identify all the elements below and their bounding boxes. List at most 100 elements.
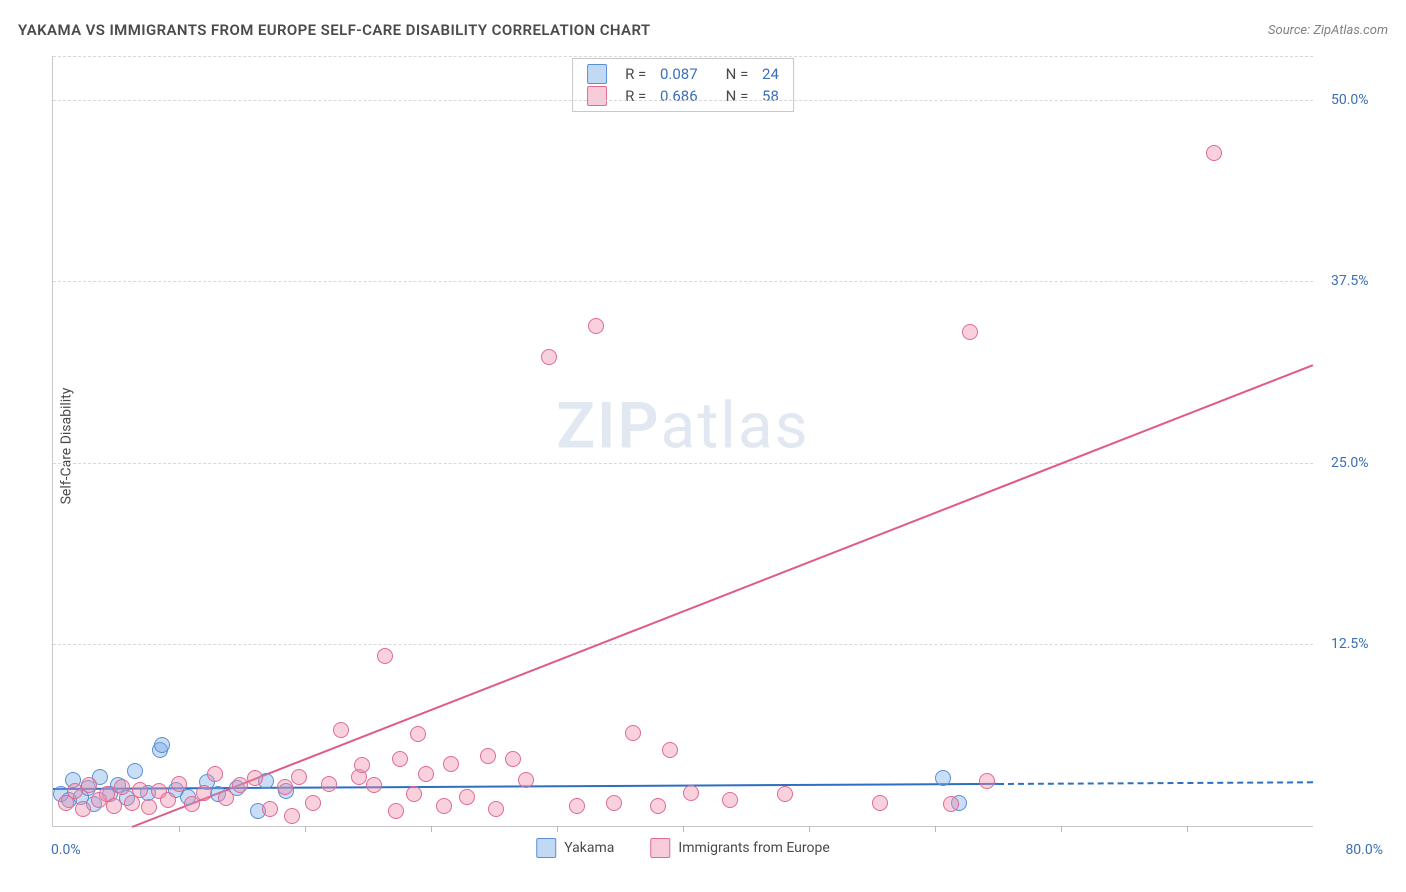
data-point <box>418 766 434 782</box>
data-point <box>171 776 187 792</box>
data-point <box>480 748 496 764</box>
x-axis-min-label: 0.0% <box>51 842 81 858</box>
legend-n-label: N = <box>726 65 752 83</box>
data-point <box>247 770 263 786</box>
data-point <box>606 795 622 811</box>
legend-r-value: 0.686 <box>660 87 698 105</box>
correlation-legend: R = 0.087 N = 24 R = 0.686N = 58 <box>572 58 794 112</box>
data-point <box>541 349 557 365</box>
legend-r-label: R = <box>625 87 650 105</box>
data-point <box>154 737 170 753</box>
data-point <box>406 786 422 802</box>
data-point <box>777 786 793 802</box>
data-point <box>141 799 157 815</box>
data-point <box>872 795 888 811</box>
data-point <box>436 798 452 814</box>
x-tick <box>305 826 306 832</box>
data-point <box>277 779 293 795</box>
watermark-zip: ZIP <box>556 388 660 463</box>
data-point <box>505 751 521 767</box>
data-point <box>979 773 995 789</box>
x-tick <box>431 826 432 832</box>
data-point <box>683 785 699 801</box>
data-point <box>962 324 978 340</box>
data-point <box>388 803 404 819</box>
series-legend: Yakama Immigrants from Europe <box>536 838 830 858</box>
series-legend-label: Yakama <box>564 840 614 856</box>
x-tick <box>935 826 936 832</box>
legend-n-value: 24 <box>762 65 779 83</box>
data-point <box>569 798 585 814</box>
source-prefix: Source: <box>1268 23 1313 38</box>
data-point <box>366 777 382 793</box>
data-point <box>392 751 408 767</box>
data-point <box>132 782 148 798</box>
plot-area: ZIPatlas R = 0.087N = 24R = 0.686N = 58 … <box>52 56 1313 827</box>
data-point <box>196 785 212 801</box>
data-point <box>81 777 97 793</box>
data-point <box>284 808 300 824</box>
data-point <box>321 776 337 792</box>
legend-r-label: R = <box>625 65 650 83</box>
series-legend-item: Immigrants from Europe <box>650 838 829 858</box>
title-bar: YAKAMA VS IMMIGRANTS FROM EUROPE SELF-CA… <box>18 18 1388 42</box>
legend-swatch <box>587 64 607 84</box>
series-legend-label: Immigrants from Europe <box>678 840 829 856</box>
data-point <box>625 725 641 741</box>
x-tick <box>1061 826 1062 832</box>
legend-swatch <box>536 838 556 858</box>
data-point <box>291 769 307 785</box>
watermark-atlas: atlas <box>661 388 810 463</box>
data-point <box>218 790 234 806</box>
data-point <box>518 772 534 788</box>
legend-r-value: 0.087 <box>660 65 698 83</box>
data-point <box>184 796 200 812</box>
source-link[interactable]: ZipAtlas.com <box>1313 23 1388 38</box>
trend-line <box>998 781 1313 785</box>
grid-line <box>53 281 1313 282</box>
x-tick <box>683 826 684 832</box>
data-point <box>935 770 951 786</box>
y-tick-label: 25.0% <box>1331 455 1369 471</box>
grid-line <box>53 100 1313 101</box>
legend-n-value: 58 <box>762 87 779 105</box>
data-point <box>459 789 475 805</box>
x-axis-max-label: 80.0% <box>1345 842 1383 858</box>
data-point <box>488 801 504 817</box>
correlation-legend-row: R = 0.087 N = 24 <box>587 63 779 85</box>
y-tick-label: 12.5% <box>1331 636 1369 652</box>
grid-line <box>53 56 1313 57</box>
data-point <box>207 766 223 782</box>
watermark: ZIPatlas <box>556 388 809 463</box>
data-point <box>662 742 678 758</box>
data-point <box>75 801 91 817</box>
data-point <box>943 796 959 812</box>
source-attribution: Source: ZipAtlas.com <box>1268 23 1388 38</box>
grid-line <box>53 463 1313 464</box>
x-tick <box>557 826 558 832</box>
data-point <box>262 801 278 817</box>
correlation-legend-row: R = 0.686N = 58 <box>587 85 779 107</box>
y-tick-label: 50.0% <box>1331 92 1369 108</box>
legend-swatch <box>587 86 607 106</box>
x-tick <box>1187 826 1188 832</box>
data-point <box>160 792 176 808</box>
trend-line <box>131 364 1313 828</box>
data-point <box>650 798 666 814</box>
data-point <box>106 798 122 814</box>
data-point <box>722 792 738 808</box>
series-legend-item: Yakama <box>536 838 614 858</box>
data-point <box>410 726 426 742</box>
data-point <box>588 318 604 334</box>
data-point <box>305 795 321 811</box>
x-tick <box>809 826 810 832</box>
data-point <box>354 757 370 773</box>
data-point <box>377 648 393 664</box>
data-point <box>1206 145 1222 161</box>
chart-container: YAKAMA VS IMMIGRANTS FROM EUROPE SELF-CA… <box>0 0 1406 892</box>
legend-swatch <box>650 838 670 858</box>
data-point <box>114 779 130 795</box>
data-point <box>333 722 349 738</box>
y-tick-label: 37.5% <box>1331 273 1369 289</box>
chart-title: YAKAMA VS IMMIGRANTS FROM EUROPE SELF-CA… <box>18 21 651 39</box>
